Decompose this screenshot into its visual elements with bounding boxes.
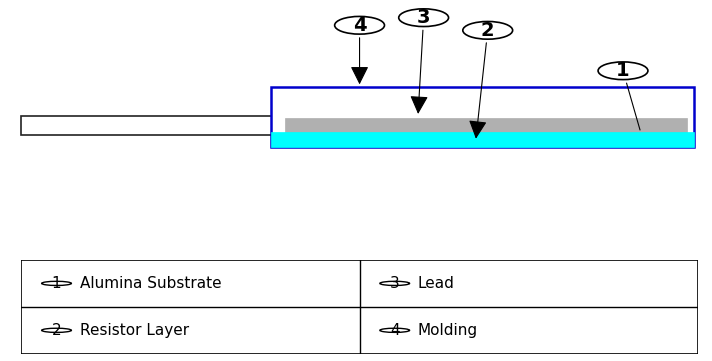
Text: 3: 3 — [390, 276, 399, 291]
Text: 1: 1 — [616, 61, 630, 80]
Circle shape — [380, 328, 409, 332]
Circle shape — [41, 281, 71, 286]
Text: Lead: Lead — [418, 276, 454, 291]
Circle shape — [399, 9, 449, 27]
Text: 2: 2 — [481, 21, 495, 40]
Text: Resistor Layer: Resistor Layer — [80, 323, 189, 338]
Text: 1: 1 — [52, 276, 61, 291]
Bar — [271, 87, 694, 147]
Circle shape — [41, 328, 71, 332]
Text: 3: 3 — [417, 8, 430, 27]
Circle shape — [463, 22, 513, 39]
Text: 4: 4 — [352, 16, 367, 35]
Text: 4: 4 — [390, 323, 399, 338]
Text: Alumina Substrate: Alumina Substrate — [80, 276, 221, 291]
Bar — [271, 132, 694, 147]
Text: 2: 2 — [52, 323, 61, 338]
Circle shape — [598, 62, 648, 80]
Text: Molding: Molding — [418, 323, 478, 338]
Circle shape — [335, 16, 384, 34]
Circle shape — [380, 281, 409, 286]
Bar — [285, 118, 687, 143]
Bar — [21, 116, 320, 135]
